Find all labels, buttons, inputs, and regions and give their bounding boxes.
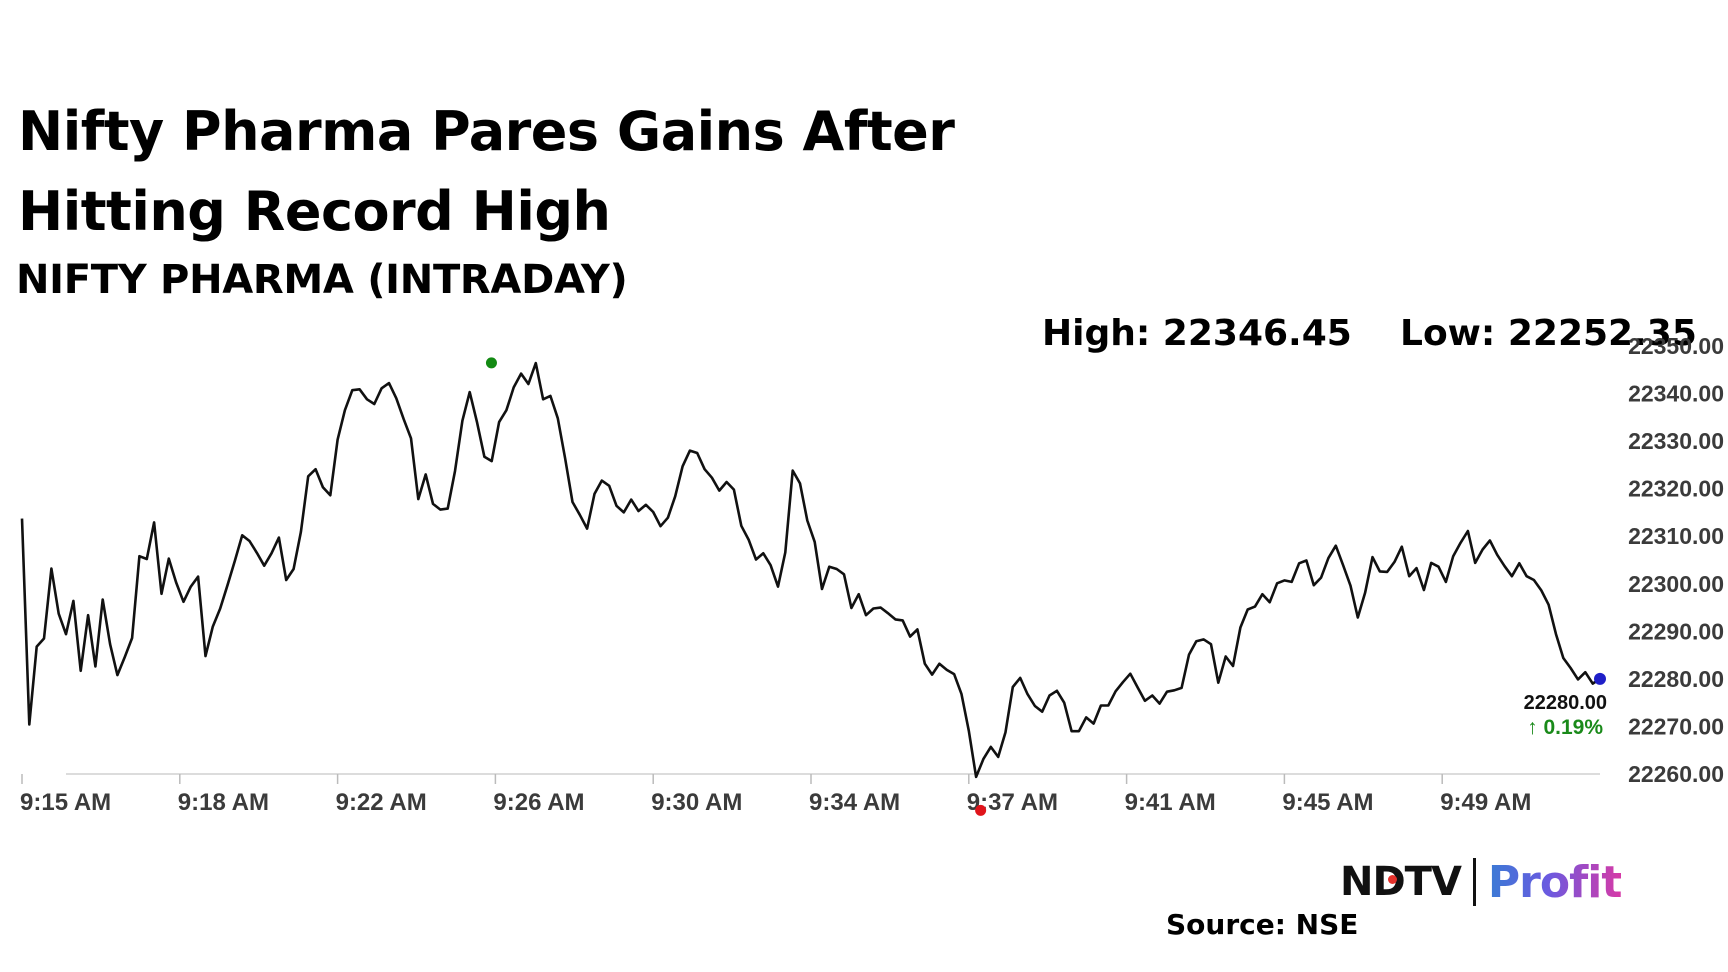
y-tick-label: 22300.00 bbox=[1628, 571, 1724, 597]
x-tick-label: 9:41 AM bbox=[1125, 789, 1216, 816]
x-tick-label: 9:45 AM bbox=[1282, 789, 1373, 816]
x-tick-label: 9:30 AM bbox=[651, 789, 742, 816]
last-point-marker bbox=[1594, 672, 1606, 685]
x-tick-label: 9:15 AM bbox=[20, 789, 111, 816]
low-point-marker bbox=[975, 804, 987, 816]
source-label: Source: NSE bbox=[1166, 908, 1359, 941]
logo-divider bbox=[1472, 858, 1476, 906]
logo-ndtv-text: NDTV bbox=[1340, 859, 1462, 905]
chart-subtitle: NIFTY PHARMA (INTRADAY) bbox=[16, 257, 628, 303]
last-value-label: 22280.00 bbox=[1524, 692, 1607, 714]
logo-red-dot bbox=[1388, 875, 1397, 884]
change-percent-label: ↑ 0.19% bbox=[1527, 716, 1603, 739]
high-point-marker bbox=[485, 357, 497, 369]
chart-title: Nifty Pharma Pares Gains After Hitting R… bbox=[18, 100, 955, 243]
x-tick-label: 9:49 AM bbox=[1440, 789, 1531, 816]
x-tick-label: 9:26 AM bbox=[493, 789, 584, 816]
y-tick-label: 22350.00 bbox=[1628, 333, 1724, 359]
price-series-line bbox=[20, 361, 1601, 779]
y-tick-label: 22320.00 bbox=[1628, 476, 1724, 502]
ndtv-profit-logo: NDTV Profit bbox=[1340, 856, 1622, 908]
y-tick-label: 22310.00 bbox=[1628, 523, 1724, 549]
y-tick-label: 22340.00 bbox=[1628, 381, 1724, 407]
y-tick-label: 22270.00 bbox=[1628, 713, 1724, 739]
x-tick-label: 9:18 AM bbox=[178, 789, 269, 816]
y-tick-label: 22330.00 bbox=[1628, 428, 1724, 454]
x-tick-label: 9:34 AM bbox=[809, 789, 900, 816]
logo-profit-text: Profit bbox=[1487, 856, 1622, 908]
high-value-label: High: 22346.45 bbox=[1042, 313, 1352, 354]
x-tick-label: 9:22 AM bbox=[336, 789, 427, 816]
y-tick-label: 22260.00 bbox=[1628, 761, 1724, 787]
low-value-label: Low: 22252.35 bbox=[1400, 313, 1697, 354]
y-tick-label: 22290.00 bbox=[1628, 618, 1724, 644]
y-tick-label: 22280.00 bbox=[1628, 666, 1724, 692]
